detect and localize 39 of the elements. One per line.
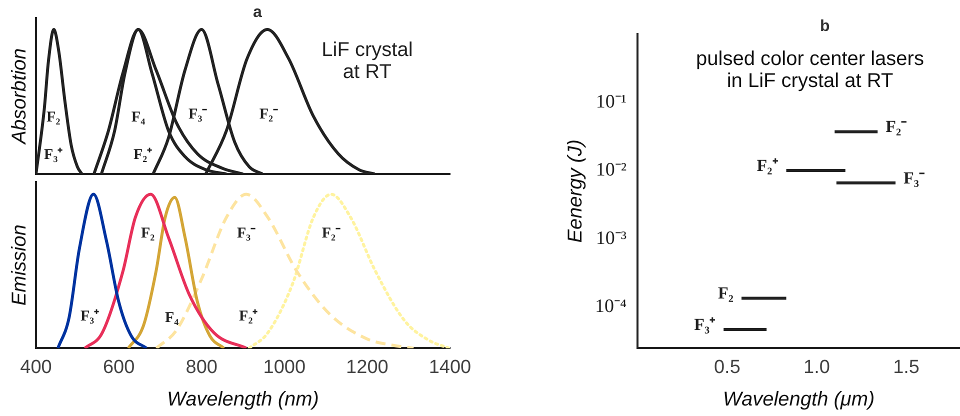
annotation: F₂⁻ [322,225,341,242]
x-tick-label: 1.0 [804,356,830,378]
x-tick-label: 1.5 [893,356,920,378]
annotation: F₂⁺ [133,147,152,164]
annotation: F₃⁻ [236,225,256,242]
annotation: F₂ [46,110,61,126]
x-axis-title: Wavelength (μm) [722,388,875,411]
x-tick-label: 1200 [346,356,388,378]
x-tick-label: 0.5 [714,356,740,378]
annotation: F₄ [164,310,180,326]
annotation: F₃⁺ [80,308,100,324]
series-label: F₂⁺ [756,156,778,175]
chart-title: a [253,4,262,22]
x-tick-label: 600 [102,356,135,378]
annotation: LiF crystal at RT [322,39,413,84]
annotation: F₄ [131,110,146,126]
y-tick-label: 10⁻³ [596,228,627,249]
annotation: F₂ [140,225,156,242]
y-axis-title: Eenergy (J) [564,139,587,243]
y-tick-label: 10⁻² [596,160,627,181]
annotation: F₂⁻ [259,106,278,123]
series-label: F₂⁻ [886,117,908,136]
y-axis-title: Emission [8,224,31,306]
x-axis-title: Wavelength (nm) [167,388,319,411]
text: pulsed color center lasers in LiF crystal at RT [695,48,925,92]
y-axis-title: Absorbtion [8,48,31,145]
x-tick-label: 1000 [263,356,306,378]
series-label: F₃⁺ [694,314,716,334]
annotation: F₂⁺ [239,308,258,324]
chart-title: b [820,18,830,36]
x-tick-label: 800 [186,356,218,378]
annotation: F₃⁻ [188,106,208,123]
y-tick-label: 10⁻¹ [596,91,627,112]
y-tick-label: 10⁻⁴ [595,296,627,318]
x-tick-label: 400 [20,356,52,378]
annotation: F₃⁺ [44,147,63,164]
series-label: F₂ [718,284,734,303]
series-label: F₃⁻ [904,168,926,188]
x-tick-label: 1400 [428,356,472,378]
